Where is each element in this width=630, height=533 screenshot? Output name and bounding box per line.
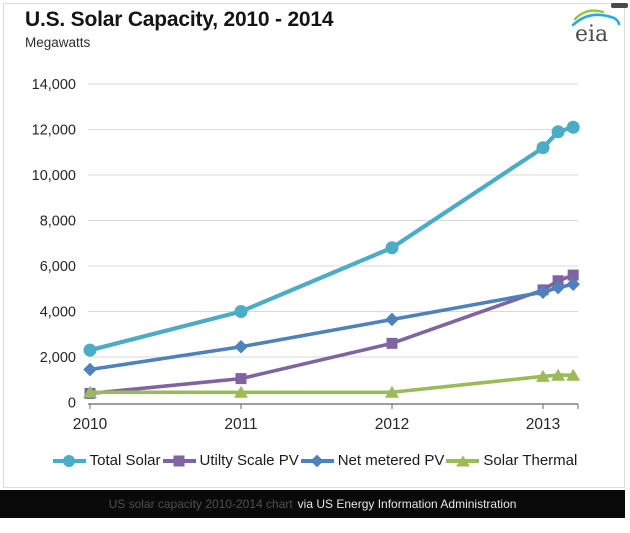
data-point (234, 305, 248, 318)
net-metered-pv-swatch (300, 454, 334, 467)
data-point (386, 337, 398, 349)
circle-marker-icon (63, 454, 76, 467)
data-point (551, 280, 565, 295)
legend-item-solar-thermal: Solar Thermal (446, 452, 577, 469)
page-title: U.S. Solar Capacity, 2010 - 2014 (25, 8, 334, 31)
series-line-solar-thermal (88, 373, 576, 395)
solar-thermal-swatch (446, 455, 480, 466)
x-tick-label: 2012 (375, 416, 409, 433)
y-tick-label: 4,000 (40, 305, 76, 321)
data-point (566, 277, 580, 291)
data-point (83, 385, 97, 398)
data-point (234, 339, 248, 354)
data-point (385, 385, 399, 398)
legend-item-total-solar: Total Solar (52, 452, 161, 469)
series-net-metered-pv (83, 277, 580, 377)
data-point (566, 120, 580, 134)
x-tick-label: 2011 (224, 416, 257, 433)
legend-label: Net metered PV (337, 452, 445, 469)
data-point (385, 312, 399, 327)
total-solar-swatch (52, 454, 86, 467)
y-tick-label: 6,000 (40, 259, 76, 275)
data-point (536, 369, 550, 382)
y-tick-label: 12,000 (32, 123, 76, 139)
eia-logo: eia (571, 9, 621, 47)
square-marker-icon (173, 455, 185, 466)
y-tick-label: 14,000 (32, 77, 76, 93)
chart-legend: Total Solar Utilty Scale PV Net metered … (0, 452, 630, 469)
y-tick-label: 0 (68, 396, 76, 412)
data-point (551, 368, 566, 381)
data-point (536, 141, 550, 155)
x-tick-label: 2010 (73, 416, 108, 433)
legend-item-net-metered-pv: Net metered PV (300, 452, 445, 469)
eia-logo-text: eia (575, 22, 608, 47)
data-point (235, 373, 247, 385)
triangle-marker-icon (455, 455, 470, 466)
data-point (234, 385, 248, 398)
data-point (385, 241, 399, 255)
series-line-utilty-scale-pv (88, 273, 576, 396)
y-tick-label: 8,000 (40, 214, 76, 230)
gridlines (88, 83, 578, 358)
credit-source-link[interactable]: via US Energy Information Administration (297, 497, 517, 511)
legend-item-utility-scale-pv: Utilty Scale PV (162, 452, 299, 469)
x-axis: 2010 2011 2012 2013 (73, 403, 579, 433)
data-point (552, 275, 564, 287)
chart-units-label: Megawatts (25, 35, 91, 50)
legend-label: Utilty Scale PV (199, 452, 299, 469)
corner-dash (611, 3, 628, 8)
solar-capacity-line-chart: 0 2,000 4,000 6,000 8,000 10,000 12,000 14,000 2… (32, 77, 581, 433)
data-point (566, 368, 581, 381)
y-tick-label: 2,000 (40, 350, 76, 366)
utility-scale-pv-swatch (162, 455, 196, 466)
data-point (83, 343, 97, 357)
y-tick-label: 10,000 (32, 168, 76, 184)
data-point (551, 125, 565, 139)
eia-logo-blue-arc (571, 13, 621, 27)
series-total-solar (83, 120, 580, 357)
legend-label: Solar Thermal (483, 452, 578, 469)
series-solar-thermal (83, 368, 581, 398)
x-tick-label: 2013 (526, 416, 560, 433)
eia-logo-green-arc (573, 9, 605, 21)
data-point (536, 285, 550, 299)
legend-label: Total Solar (89, 452, 161, 469)
series-line-total-solar (87, 125, 576, 353)
diamond-marker-icon (310, 454, 324, 467)
data-point (567, 269, 579, 281)
data-point (83, 362, 97, 377)
y-axis-labels: 0 2,000 4,000 6,000 8,000 10,000 12,000 14,000 (32, 77, 76, 412)
credit-bar: US solar capacity 2010-2014 chart via US… (0, 490, 625, 518)
credit-link[interactable]: US solar capacity 2010-2014 chart (108, 497, 293, 511)
